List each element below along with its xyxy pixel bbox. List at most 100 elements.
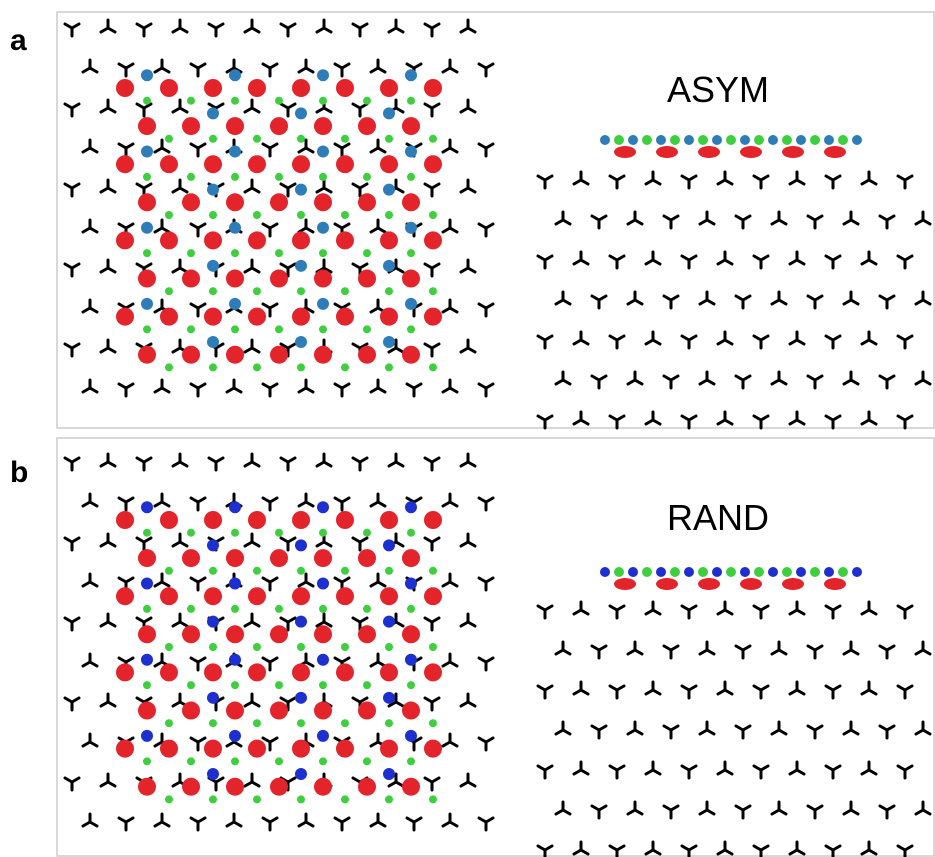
lattice-junction [752, 684, 770, 700]
red-site [226, 625, 244, 644]
lattice-junction [387, 452, 405, 468]
red-site [138, 701, 156, 720]
blue-site [207, 183, 219, 196]
red-site [182, 549, 200, 568]
green-site [319, 528, 327, 537]
lattice-junction [680, 334, 698, 350]
green-site [385, 643, 393, 652]
green-site [275, 96, 283, 105]
green-site [319, 757, 327, 766]
lattice-junction [896, 254, 914, 270]
lattice-junction [423, 616, 441, 632]
lattice-junction [716, 250, 734, 266]
red-site [314, 345, 332, 364]
lattice-junction [441, 378, 459, 394]
red-site [116, 663, 134, 682]
blue-site [141, 653, 153, 666]
side-site [810, 135, 820, 145]
lattice-junction [297, 492, 315, 508]
lattice-junction [297, 378, 315, 394]
lattice-junction [423, 696, 441, 712]
lattice-junction [788, 250, 806, 266]
green-site [429, 643, 437, 652]
green-site [275, 528, 283, 537]
lattice-junction [536, 414, 554, 430]
red-site [402, 549, 420, 568]
red-site [380, 511, 398, 529]
lattice-junction [153, 492, 171, 508]
green-site [341, 795, 349, 804]
lattice-junction [261, 496, 279, 512]
red-site [402, 193, 420, 212]
side-site [614, 135, 624, 145]
red-site [336, 307, 354, 326]
blue-site [383, 259, 395, 272]
green-site [231, 528, 239, 537]
red-site [138, 777, 156, 796]
red-site [402, 625, 420, 644]
red-site [424, 739, 442, 758]
lattice-junction [878, 804, 896, 820]
lattice-junction [81, 218, 99, 234]
lattice-junction [63, 616, 81, 632]
red-site [358, 777, 376, 796]
lattice-junction [207, 456, 225, 472]
lattice-junction [644, 840, 662, 856]
green-site [209, 719, 217, 728]
lattice-junction [662, 214, 680, 230]
red-site [292, 663, 310, 682]
red-site [336, 663, 354, 682]
lattice-junction [734, 374, 752, 390]
lattice-junction [405, 382, 423, 398]
blue-site [207, 539, 219, 552]
side-site [670, 135, 680, 145]
lattice-junction [63, 182, 81, 198]
lattice-junction [554, 640, 572, 656]
red-site [270, 701, 288, 720]
red-site [204, 739, 222, 758]
side-site [838, 135, 848, 145]
lattice-junction [716, 410, 734, 426]
lattice-junction [243, 98, 261, 114]
red-site [380, 231, 398, 250]
green-site [231, 757, 239, 766]
lattice-junction [626, 210, 644, 226]
lattice-junction [441, 138, 459, 154]
red-site [138, 549, 156, 568]
side-site [824, 567, 834, 577]
green-site [429, 719, 437, 728]
red-site [248, 307, 266, 326]
lattice-junction [680, 684, 698, 700]
lattice-junction [243, 338, 261, 354]
blue-site [229, 577, 241, 590]
green-site [275, 325, 283, 334]
lattice-junction [896, 764, 914, 780]
lattice-junction [806, 294, 824, 310]
side-site [740, 567, 750, 577]
lattice-junction [878, 724, 896, 740]
lattice-junction [441, 58, 459, 74]
lattice-junction [824, 174, 842, 190]
green-site [143, 757, 151, 766]
side-site [796, 567, 806, 577]
lattice-junction [63, 776, 81, 792]
lattice-junction [63, 22, 81, 38]
lattice-junction [459, 98, 477, 114]
green-site [407, 681, 415, 690]
lattice-junction [459, 772, 477, 788]
red-site [160, 663, 178, 682]
lattice-junction [752, 414, 770, 430]
lattice-junction [806, 804, 824, 820]
lattice-junction [387, 18, 405, 34]
lattice-junction [189, 816, 207, 832]
red-site [226, 345, 244, 364]
lattice-junction [99, 772, 117, 788]
lattice-junction [99, 532, 117, 548]
green-site [209, 211, 217, 220]
lattice-junction [716, 600, 734, 616]
green-site [143, 325, 151, 334]
red-site [314, 625, 332, 644]
green-site [297, 643, 305, 652]
green-site [187, 604, 195, 613]
